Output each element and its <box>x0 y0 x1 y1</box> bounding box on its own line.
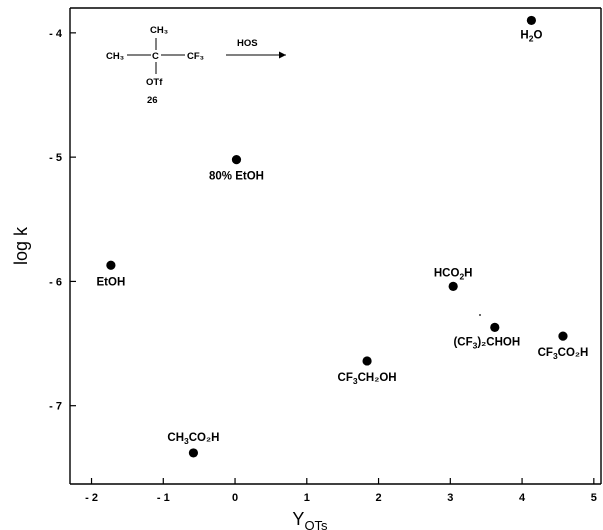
point-label: HCO2H <box>434 267 473 281</box>
x-tick-label: 1 <box>304 492 310 504</box>
scheme-arrow-label: HOS <box>237 38 258 49</box>
point-label: CH3CO₂H <box>167 432 219 446</box>
y-tick-label: - 5 <box>49 152 62 164</box>
point-label: EtOH <box>97 276 126 288</box>
y-axis-title: log k <box>11 226 31 265</box>
scheme-ch3-left: CH₃ <box>106 51 124 62</box>
scheme-arrow-head <box>279 51 286 59</box>
point-label: H2O <box>520 29 542 43</box>
data-point <box>526 15 536 26</box>
data-point <box>231 155 242 165</box>
reaction-scheme: CH₃ CH₃ C CF₃ OTf 26 HOS <box>106 25 286 106</box>
data-point <box>490 322 500 333</box>
stray-dot <box>479 314 481 316</box>
data-point <box>188 448 199 458</box>
x-tick-label: 0 <box>232 492 238 504</box>
x-axis-title-subscript: OTs <box>304 518 328 530</box>
point-label: 80% EtOH <box>209 171 264 183</box>
x-tick-label: - 2 <box>85 492 98 504</box>
y-tick-label: - 6 <box>49 276 62 288</box>
x-axis-title: YOTs <box>292 509 328 530</box>
x-tick-label: 2 <box>375 492 381 504</box>
data-point <box>448 281 458 291</box>
y-tick-label: - 7 <box>49 401 62 413</box>
scheme-cf3: CF₃ <box>187 51 204 62</box>
scheme-ch3-top: CH₃ <box>150 25 168 36</box>
data-point <box>106 260 116 270</box>
x-tick-label: 3 <box>447 492 453 504</box>
point-label: (CF3)₂CHOH <box>453 336 520 350</box>
data-point <box>362 356 372 366</box>
scheme-compound-number: 26 <box>147 95 158 106</box>
x-ticks: - 2 - 1 0 1 2 3 4 5 <box>85 478 597 504</box>
x-tick-label: 5 <box>591 492 597 504</box>
scheme-center-carbon: C <box>152 51 159 62</box>
point-label: CF3CH₂OH <box>338 372 397 386</box>
plot-frame <box>69 7 602 485</box>
scheme-otf: OTf <box>146 77 163 88</box>
data-point <box>558 331 568 341</box>
point-label: CF3CO₂H <box>538 347 589 361</box>
data-points: H2O 80% EtOH EtOH HCO2H (CF3)₂CHOH CF3CO₂H CF3… <box>97 15 589 458</box>
y-tick-label: - 4 <box>49 28 63 40</box>
x-tick-label: 4 <box>519 492 526 504</box>
y-ticks: - 4 - 5 - 6 - 7 <box>49 28 76 413</box>
x-tick-label: - 1 <box>157 492 170 504</box>
